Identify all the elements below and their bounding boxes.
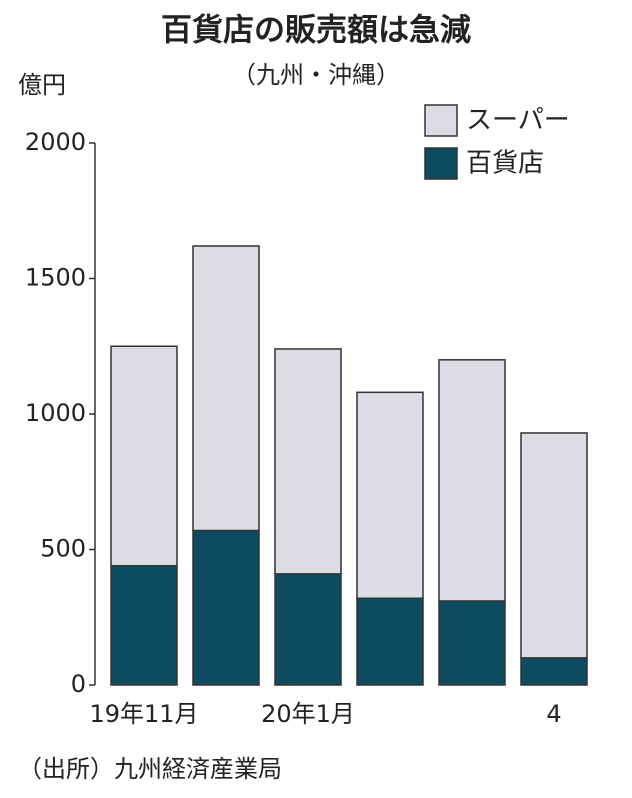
bar-segment xyxy=(274,348,342,575)
legend-label: 百貨店 xyxy=(466,149,544,179)
bar-segment xyxy=(356,391,424,600)
chart-title: 百貨店の販売額は急減 xyxy=(161,13,471,49)
y-tick-label: 2000 xyxy=(25,128,86,156)
bar-segment xyxy=(438,600,506,686)
chart-subtitle: （九州・沖縄） xyxy=(232,61,400,89)
bar-segment xyxy=(520,657,588,686)
bar-segment xyxy=(192,529,260,686)
bar-segment xyxy=(520,432,588,659)
y-tick-label: 500 xyxy=(40,535,86,563)
x-tick-label: 19年11月 xyxy=(89,700,198,728)
x-tick-label: 20年1月 xyxy=(261,700,355,728)
legend-swatch xyxy=(424,147,458,180)
source-note: （出所）九州経済産業局 xyxy=(18,755,282,783)
bar-segment xyxy=(438,359,506,602)
y-tick-label: 0 xyxy=(71,670,86,698)
bar-segment xyxy=(356,597,424,686)
y-tick-label: 1500 xyxy=(25,264,86,292)
y-unit: 億円 xyxy=(18,71,66,99)
bar-segment xyxy=(110,565,178,686)
x-tick-label: 4 xyxy=(546,700,561,728)
bar-segment xyxy=(192,245,260,532)
bar-segment xyxy=(110,345,178,567)
legend-swatch xyxy=(424,104,458,137)
legend-label: スーパー xyxy=(466,106,570,136)
y-tick-label: 1000 xyxy=(25,399,86,427)
bar-segment xyxy=(274,573,342,686)
